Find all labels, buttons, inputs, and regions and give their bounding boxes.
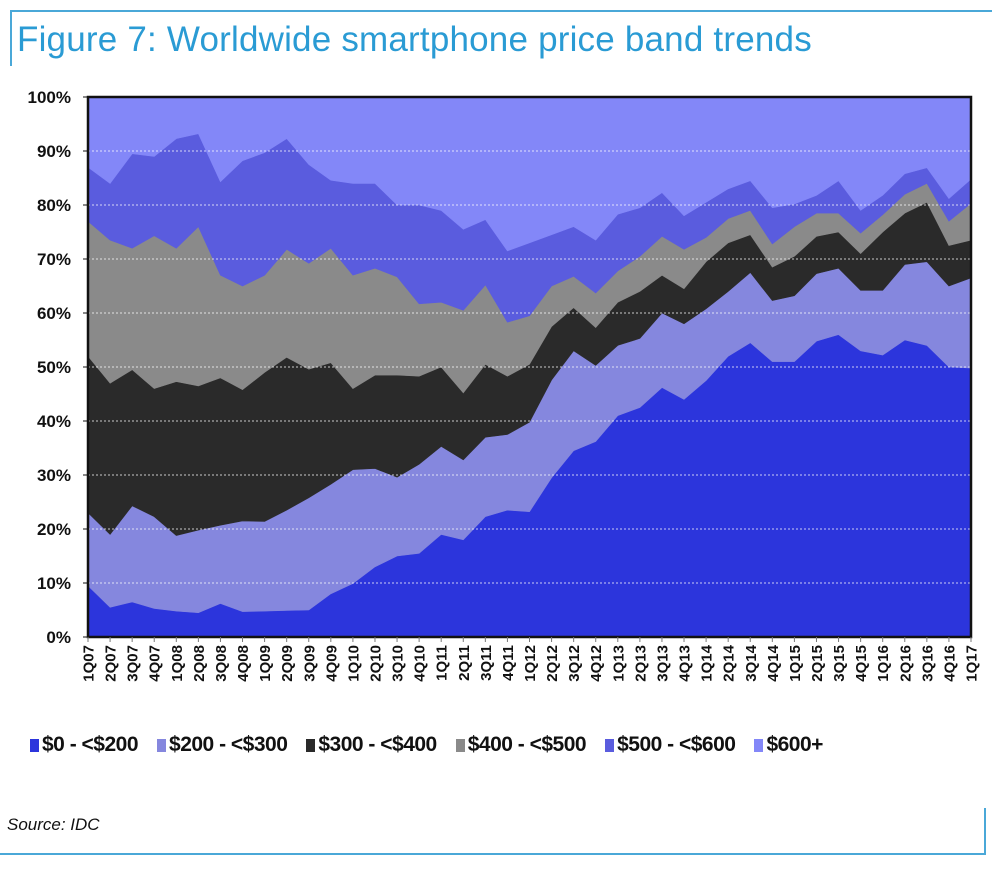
x-tick-label: 3Q13 <box>655 645 672 682</box>
legend-label: $0 - <$200 <box>42 733 139 756</box>
x-tick-label: 3Q10 <box>390 645 407 682</box>
y-tick-label: 30% <box>37 466 71 485</box>
x-tick-label: 2Q10 <box>368 645 385 682</box>
x-tick-label: 4Q09 <box>323 645 340 682</box>
y-tick-label: 70% <box>37 250 71 269</box>
figure-title: Figure 7: Worldwide smartphone price ban… <box>17 20 812 59</box>
gridlines <box>88 150 971 584</box>
x-tick-label: 2Q08 <box>191 645 208 682</box>
x-tick-label: 3Q12 <box>566 645 583 682</box>
x-tick-label: 1Q14 <box>699 644 716 681</box>
x-tick-label: 2Q14 <box>721 644 738 681</box>
x-tick-label: 4Q15 <box>853 645 870 682</box>
y-tick-label: 50% <box>37 358 71 377</box>
y-tick-label: 90% <box>37 142 71 161</box>
legend-item: $500 - <$600 <box>605 733 736 757</box>
figure-frame-bottom-rule <box>0 853 986 855</box>
x-tick-label: 1Q15 <box>787 645 804 682</box>
x-tick-label: 3Q14 <box>743 644 760 681</box>
x-tick-label: 2Q11 <box>456 645 473 681</box>
x-tick-label: 3Q15 <box>831 645 848 682</box>
legend-item: $200 - <$300 <box>157 733 288 757</box>
legend-item: $400 - <$500 <box>455 733 587 757</box>
x-tick-label: 1Q17 <box>964 645 981 682</box>
x-tick-label: 4Q16 <box>941 645 958 682</box>
y-tick-label: 10% <box>37 574 71 593</box>
legend-item: $600+ <box>754 733 823 757</box>
x-tick-label: 2Q09 <box>279 645 296 682</box>
x-tick-label: 4Q08 <box>235 645 252 682</box>
legend-swatch <box>157 738 167 752</box>
legend-label: $200 - <$300 <box>169 733 288 756</box>
x-tick-label: 4Q12 <box>588 645 605 682</box>
x-tick-label: 1Q13 <box>610 645 627 682</box>
legend-label: $400 - <$500 <box>467 733 587 756</box>
legend-swatch <box>306 738 316 752</box>
x-tick-label: 4Q13 <box>677 645 694 682</box>
x-tick-label: 2Q12 <box>544 645 561 682</box>
x-tick-label: 1Q08 <box>169 645 186 682</box>
legend-item: $0 - <$200 <box>30 733 139 757</box>
legend-item: $300 - <$400 <box>306 733 437 757</box>
x-axis: 1Q07 2Q07 3Q07 4Q07 1Q08 2Q08 3Q08 4Q08 1Q09 2Q09… <box>81 637 981 682</box>
area-layers <box>87 96 972 638</box>
x-tick-label: 2Q15 <box>809 645 826 682</box>
y-tick-label: 60% <box>37 304 71 323</box>
figure-frame-right-rule <box>984 808 986 855</box>
x-tick-label: 4Q11 <box>500 645 517 681</box>
figure-frame-left-rule <box>10 10 12 66</box>
x-tick-label: 3Q16 <box>919 645 936 682</box>
y-tick-label: 80% <box>37 196 71 215</box>
x-tick-label: 2Q07 <box>103 645 120 682</box>
x-tick-label: 1Q16 <box>875 645 892 682</box>
x-tick-label: 2Q16 <box>897 645 914 682</box>
legend-swatch <box>605 738 615 752</box>
y-tick-label: 0% <box>46 628 71 647</box>
x-tick-label: 1Q10 <box>345 645 362 682</box>
stacked-area-chart: 0% 10% 20% 30% 40% 50% 60% 70% 80% 90% 100% 1Q07 2Q… <box>28 88 981 682</box>
legend-label: $600+ <box>766 733 823 756</box>
x-tick-label: 1Q07 <box>81 645 98 682</box>
chart-legend: $0 - <$200 $200 - <$300 $300 - <$400 $400 -… <box>30 733 842 757</box>
figure-frame-top-rule <box>10 10 992 12</box>
x-tick-label: 4Q10 <box>412 645 429 682</box>
x-tick-label: 3Q08 <box>213 645 230 682</box>
legend-label: $500 - <$600 <box>617 733 736 756</box>
x-tick-label: 1Q12 <box>522 645 539 682</box>
y-tick-label: 40% <box>37 412 71 431</box>
x-tick-label: 3Q07 <box>125 645 142 682</box>
legend-swatch <box>455 738 465 752</box>
x-tick-label: 4Q07 <box>147 645 164 682</box>
y-axis: 0% 10% 20% 30% 40% 50% 60% 70% 80% 90% 100% <box>28 88 88 647</box>
y-tick-label: 20% <box>37 520 71 539</box>
legend-swatch <box>30 738 39 752</box>
x-tick-label: 1Q09 <box>257 645 274 682</box>
x-tick-label: 3Q09 <box>301 645 318 682</box>
legend-swatch <box>754 738 764 752</box>
x-tick-label: 3Q11 <box>478 645 495 681</box>
x-tick-label: 4Q14 <box>765 644 782 681</box>
x-tick-label: 1Q11 <box>434 645 451 681</box>
y-tick-label: 100% <box>28 88 71 107</box>
source-note: Source: IDC <box>7 815 100 834</box>
legend-label: $300 - <$400 <box>318 733 437 756</box>
x-tick-label: 2Q13 <box>632 645 649 682</box>
